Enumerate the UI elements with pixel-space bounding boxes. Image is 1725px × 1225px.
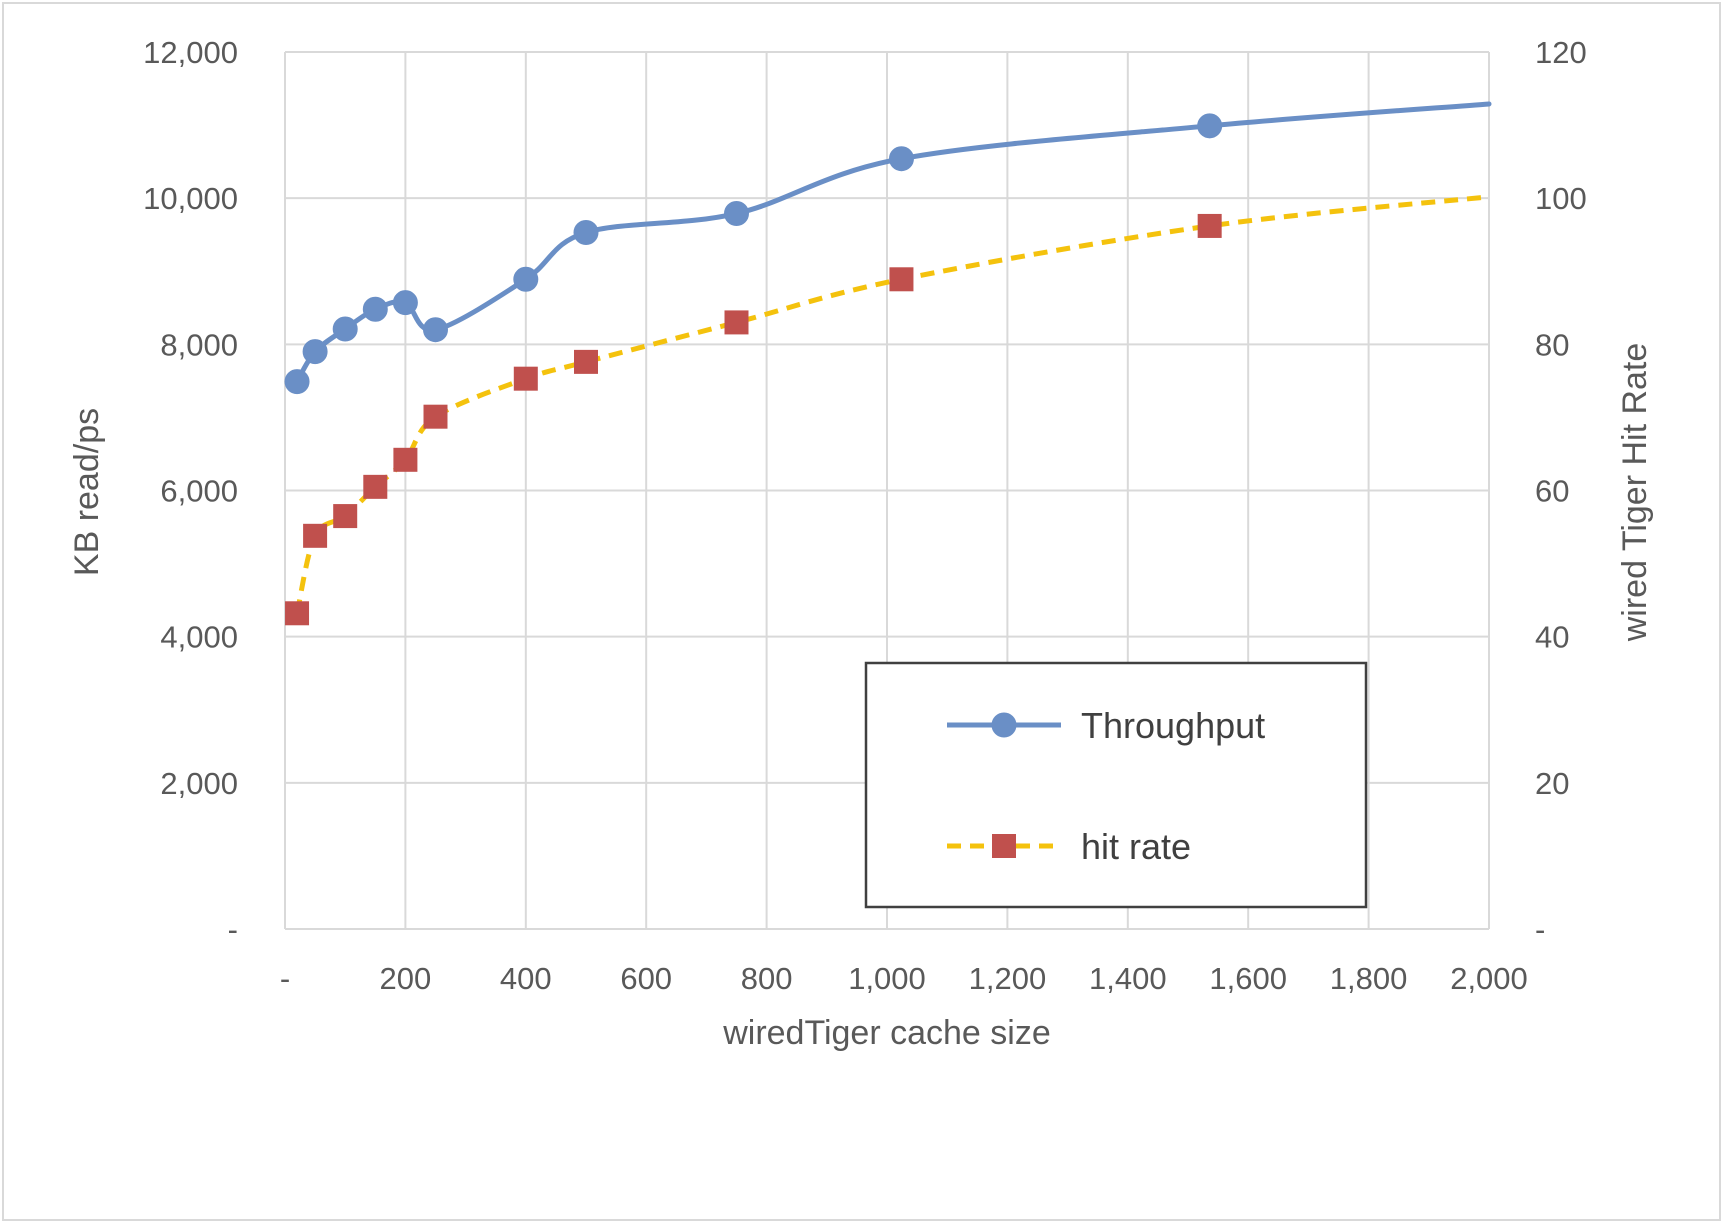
legend-item-throughput: Throughput [947,705,1265,746]
legend-hit-rate-marker [992,834,1016,858]
x-axis: - 200 400 600 800 1,000 1,200 1,400 1,600 1,800 2,… [280,961,1528,996]
series-line-throughput [294,101,1492,385]
legend: Throughput hit rate [864,661,1368,909]
series-layer [284,101,1492,626]
x-tick-label: 600 [620,961,672,996]
legend-throughput-label: Throughput [1081,705,1265,746]
data-point-hit-rate [724,310,749,335]
data-point-throughput [724,201,749,227]
data-point-throughput [513,266,539,292]
y-tick-label: 10,000 [143,181,238,216]
x-tick-label: 1,400 [1089,961,1167,996]
data-point-hit-rate [574,349,598,374]
data-point-hit-rate [363,474,388,499]
x-tick-label: 1,600 [1209,961,1287,996]
y2-tick-label: 100 [1535,181,1587,216]
data-point-throughput [284,369,310,395]
data-point-hit-rate [333,504,358,529]
x-tick-label: 2,000 [1450,961,1528,996]
data-point-throughput [1197,113,1223,139]
y2-tick-label: 40 [1535,620,1569,655]
legend-box [864,661,1368,909]
x-axis-title: wiredTiger cache size [722,1014,1051,1052]
data-point-hit-rate [889,267,914,292]
data-point-throughput [362,296,388,322]
data-point-throughput [888,146,914,172]
data-point-hit-rate [513,366,538,391]
gridlines [284,51,1490,930]
legend-throughput-marker [991,712,1017,738]
x-tick-label: 1,000 [848,961,926,996]
y2-axis-title: wired Tiger Hit Rate [1616,343,1654,643]
y-axis-right: - 20 40 60 80 100 120 [1535,35,1587,947]
y2-tick-label: 20 [1535,766,1569,801]
y2-tick-label: 120 [1535,35,1587,70]
y2-tick-label: 60 [1535,474,1569,509]
series-line-hit-rate [294,194,1490,614]
data-point-throughput [392,290,418,316]
data-point-throughput [332,316,358,342]
data-point-throughput [423,317,448,343]
y-axis-left: - 2,000 4,000 6,000 8,000 10,000 12,000 [143,35,238,947]
y-axis-title: KB read/ps [68,408,106,576]
data-point-hit-rate [393,447,418,472]
y-tick-label: 8,000 [160,327,238,362]
x-tick-label: 1,800 [1330,961,1408,996]
x-tick-label: 1,200 [969,961,1047,996]
data-point-hit-rate [303,523,328,548]
x-tick-label: 800 [741,961,793,996]
y-tick-label: 2,000 [160,766,238,801]
y2-tick-label: - [1535,912,1545,947]
y-tick-label: 12,000 [143,35,238,70]
x-tick-label: 200 [380,961,432,996]
data-point-throughput [573,220,599,246]
data-point-hit-rate [285,601,310,626]
x-tick-label: - [280,961,290,996]
data-point-hit-rate [423,404,448,429]
y-tick-label: 4,000 [160,620,238,655]
data-point-hit-rate [1197,213,1222,238]
y-tick-label: - [228,912,238,947]
y-tick-label: 6,000 [160,474,238,509]
data-point-throughput [302,339,328,365]
x-tick-label: 400 [500,961,552,996]
y2-tick-label: 80 [1535,327,1569,362]
legend-hit-rate-label: hit rate [1081,826,1191,867]
legend-item-hit-rate: hit rate [947,826,1191,867]
